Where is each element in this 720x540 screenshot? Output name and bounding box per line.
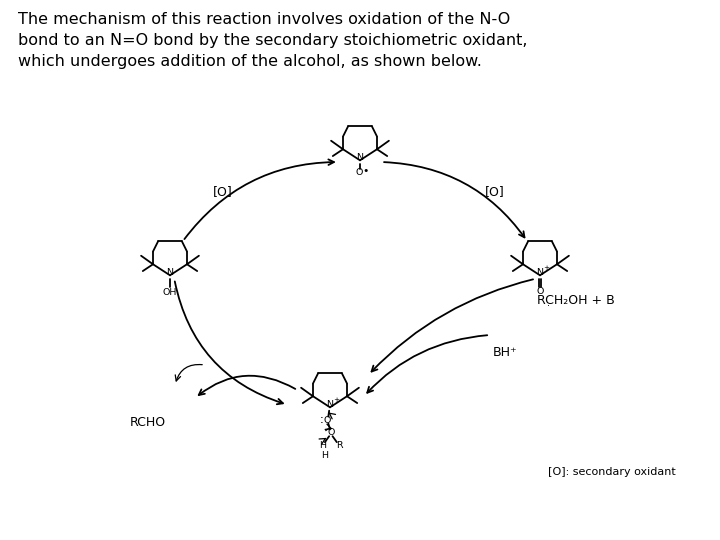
Text: [O]: [O] — [213, 186, 233, 199]
Text: OH: OH — [163, 288, 177, 297]
Text: [O]: secondary oxidant: [O]: secondary oxidant — [548, 467, 676, 477]
Text: RCHO: RCHO — [130, 415, 166, 429]
Text: The mechanism of this reaction involves oxidation of the N-O
bond to an N=O bond: The mechanism of this reaction involves … — [18, 12, 528, 69]
Text: O: O — [327, 428, 335, 437]
Text: +: + — [543, 265, 549, 271]
Text: H: H — [321, 451, 328, 460]
Text: ·: · — [547, 301, 551, 311]
Text: O: O — [324, 416, 331, 424]
Text: O: O — [356, 168, 363, 177]
Text: N: N — [166, 268, 174, 277]
Text: RCH₂OH + B: RCH₂OH + B — [537, 294, 615, 307]
Text: N: N — [356, 153, 364, 162]
Text: [O]: [O] — [485, 186, 505, 199]
Text: O: O — [536, 287, 544, 296]
Text: H: H — [319, 441, 326, 450]
Text: N: N — [536, 268, 544, 277]
Text: BH⁺: BH⁺ — [492, 346, 517, 359]
Text: R: R — [336, 441, 343, 450]
Text: •: • — [362, 166, 369, 177]
Text: ·: · — [320, 412, 323, 425]
Text: +: + — [333, 397, 339, 403]
Text: N: N — [326, 400, 333, 409]
Text: ·: · — [320, 417, 323, 430]
